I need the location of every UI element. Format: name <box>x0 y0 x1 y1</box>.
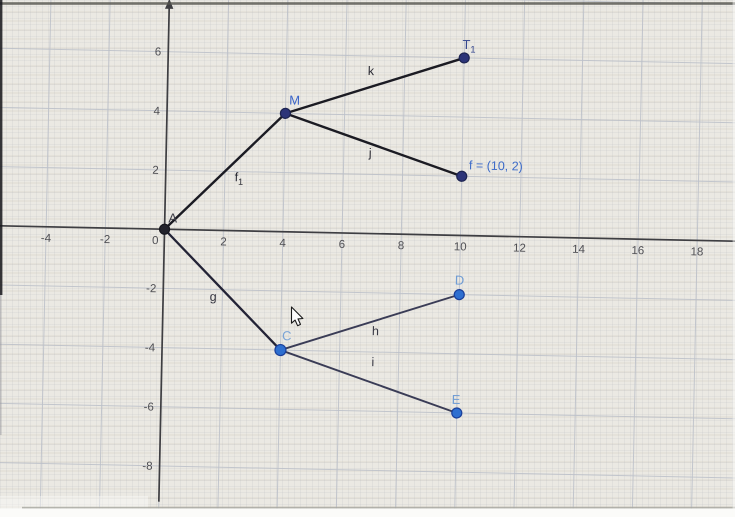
point-E[interactable] <box>451 407 463 419</box>
gridline-vertical <box>512 0 526 517</box>
scan-edge-left-faint <box>0 295 2 435</box>
segment-i[interactable] <box>279 349 458 414</box>
x-tick-label: 0 <box>152 235 159 247</box>
gridline-vertical <box>690 0 704 517</box>
gridline-horizontal <box>0 106 735 124</box>
x-tick-label: 2 <box>220 236 227 248</box>
x-axis <box>0 224 735 243</box>
y-tick-label: -8 <box>142 461 152 473</box>
segment-f1[interactable] <box>163 111 287 232</box>
gridline-vertical <box>39 0 53 517</box>
y-tick-label: -4 <box>145 342 156 354</box>
point-label-M: M <box>289 92 300 107</box>
point-label-A: A <box>168 210 177 225</box>
x-tick-label: 18 <box>690 246 703 258</box>
x-tick-label: 12 <box>513 243 526 255</box>
point-label-E: E <box>452 392 461 407</box>
gridline-horizontal <box>0 47 735 65</box>
x-tick-label: 10 <box>454 241 467 253</box>
gridline-vertical <box>275 0 289 517</box>
mouse-cursor-icon <box>290 306 304 327</box>
segment-label-k: k <box>368 64 375 78</box>
segment-label-i: i <box>371 355 374 369</box>
segment-j[interactable] <box>284 112 463 178</box>
x-tick-label: 6 <box>339 239 346 251</box>
y-tick-label: 2 <box>152 165 159 177</box>
gridline-horizontal <box>0 343 735 361</box>
segment-label-f1: f1 <box>234 170 243 187</box>
scan-edge-top <box>0 2 735 5</box>
point-A[interactable] <box>158 223 171 235</box>
gridline-vertical <box>631 0 644 517</box>
point-M[interactable] <box>279 107 292 119</box>
gridline-horizontal <box>0 461 735 479</box>
y-axis <box>157 2 171 502</box>
y-tick-label: -6 <box>143 401 153 413</box>
x-tick-label: 8 <box>398 240 405 252</box>
x-tick-label: -4 <box>41 233 52 245</box>
gridline-vertical <box>453 0 467 517</box>
x-tick-label: 4 <box>279 238 286 250</box>
gridline-horizontal <box>0 283 735 302</box>
scan-edge-right <box>732 0 735 517</box>
gridline-vertical <box>335 0 349 517</box>
scan-edge-left <box>0 0 3 295</box>
x-tick-label: 16 <box>631 245 644 257</box>
point-label-f: f = (10, 2) <box>469 158 523 173</box>
scan-bottom-margin <box>0 508 735 517</box>
segment-label-j: j <box>368 146 372 160</box>
point-f[interactable] <box>456 170 468 182</box>
segment-k[interactable] <box>284 54 466 117</box>
segment-g[interactable] <box>162 228 283 352</box>
x-tick-label: 14 <box>572 244 586 256</box>
point-T1[interactable] <box>458 52 470 64</box>
gridline-horizontal <box>0 165 735 184</box>
gridline-vertical <box>216 0 230 517</box>
point-label-D: D <box>455 273 465 288</box>
segment-h[interactable] <box>279 291 461 354</box>
x-tick-label: -2 <box>100 234 110 246</box>
gridline-vertical <box>98 0 112 517</box>
gridline-vertical <box>571 0 585 517</box>
scan-edge-bottom-line <box>22 506 735 509</box>
point-C[interactable] <box>274 343 287 357</box>
y-tick-label: -2 <box>146 283 156 295</box>
gridline-vertical <box>394 0 408 517</box>
gridline-horizontal <box>0 402 735 420</box>
segment-label-h: h <box>372 324 379 338</box>
y-tick-label: 6 <box>155 46 162 58</box>
point-D[interactable] <box>453 289 465 301</box>
segment-label-g: g <box>210 290 217 304</box>
y-tick-label: 4 <box>153 106 160 118</box>
point-label-C: C <box>282 328 292 343</box>
